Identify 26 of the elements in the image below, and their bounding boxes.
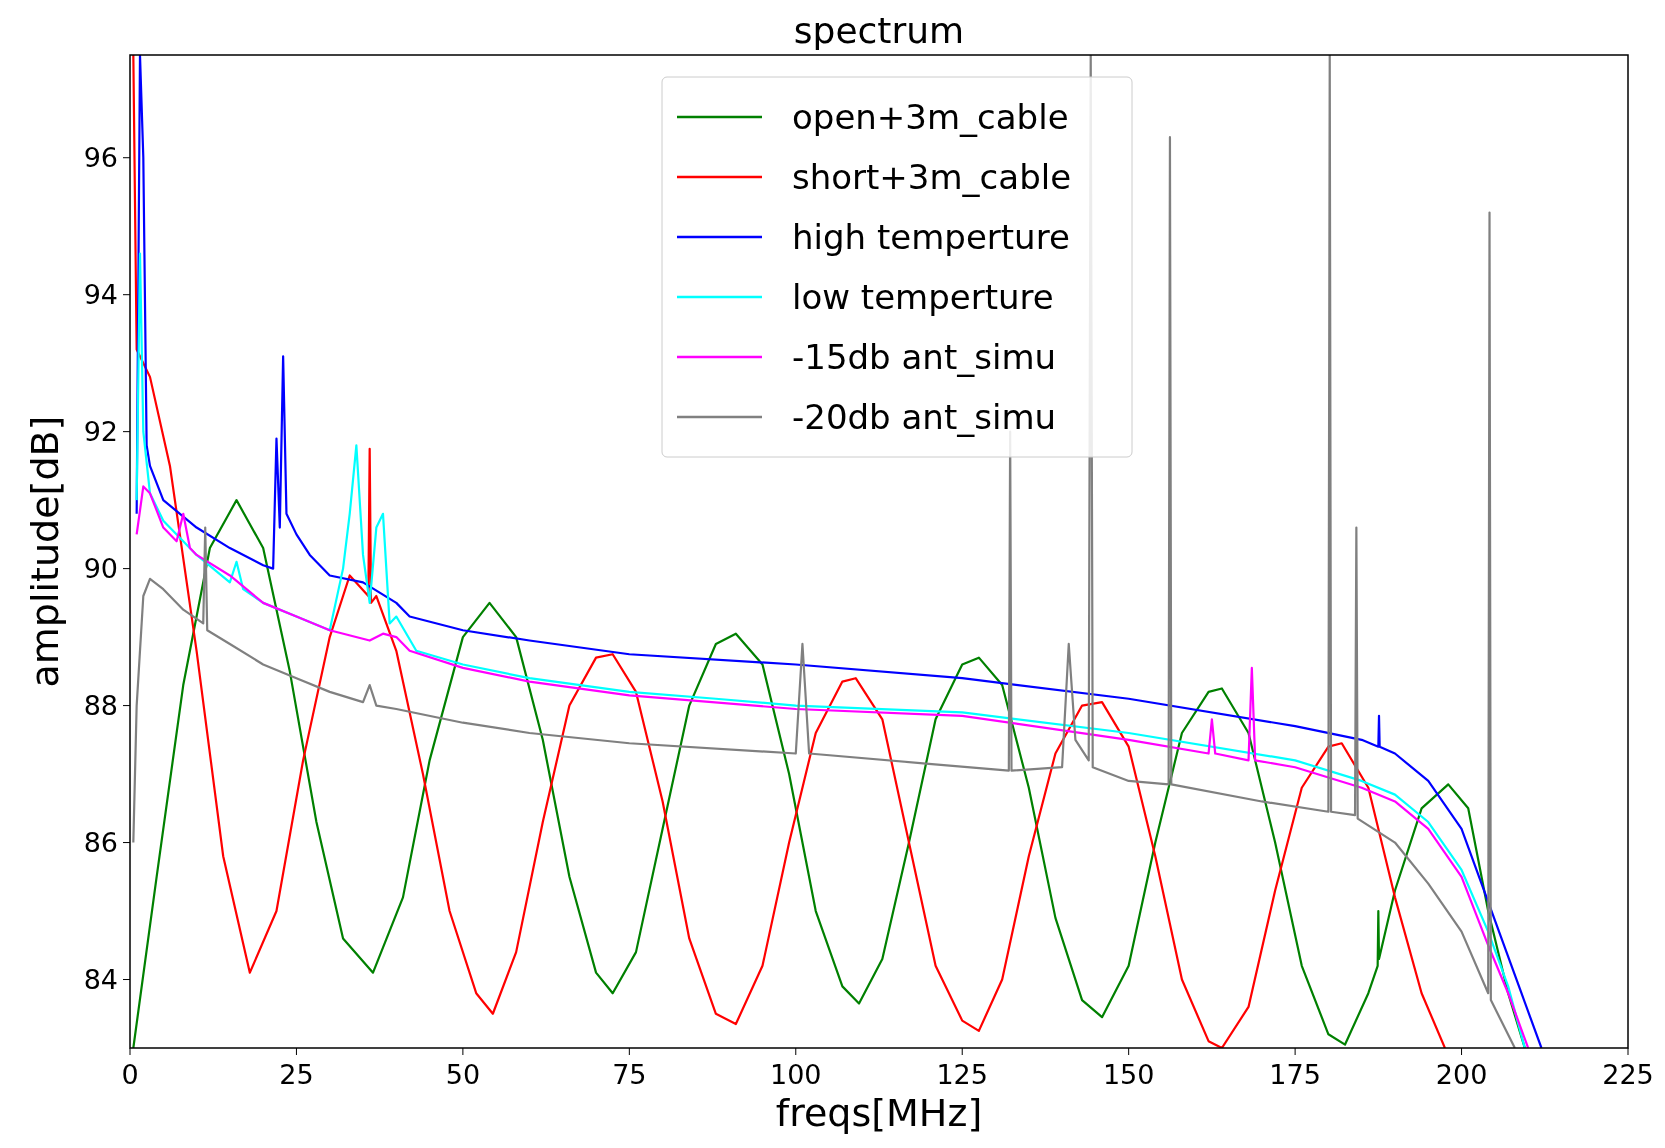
y-tick-label: 90 [83, 553, 118, 585]
x-axis-title: freqs[MHz] [775, 1091, 983, 1135]
x-tick-label: 175 [1269, 1059, 1321, 1090]
y-tick-label: 88 [83, 690, 118, 722]
legend-label: -15db ant_simu [792, 336, 1057, 377]
legend-label: high temperture [792, 216, 1070, 257]
x-tick-label: 125 [936, 1059, 988, 1090]
legend-label: open+3m_cable [792, 96, 1069, 137]
y-tick-label: 96 [83, 142, 118, 174]
chart-title: spectrum [793, 10, 965, 51]
legend-label: low temperture [792, 276, 1054, 317]
x-tick-label: 50 [445, 1059, 481, 1090]
x-tick-label: 100 [770, 1059, 822, 1090]
x-tick-label: 75 [612, 1059, 647, 1090]
legend-label: -20db ant_simu [792, 396, 1057, 437]
legend-label: short+3m_cable [792, 156, 1072, 197]
y-tick-label: 92 [83, 416, 118, 448]
x-tick-label: 25 [279, 1059, 314, 1090]
y-tick-label: 94 [83, 279, 118, 311]
x-tick-label: 225 [1602, 1059, 1654, 1090]
y-tick-label: 86 [83, 827, 118, 858]
x-tick-label: 200 [1435, 1059, 1488, 1090]
x-tick-label: 150 [1102, 1059, 1155, 1090]
x-tick-label: 0 [121, 1059, 139, 1090]
y-axis-title: amplitude[dB] [23, 415, 67, 688]
y-tick-label: 84 [83, 963, 118, 995]
